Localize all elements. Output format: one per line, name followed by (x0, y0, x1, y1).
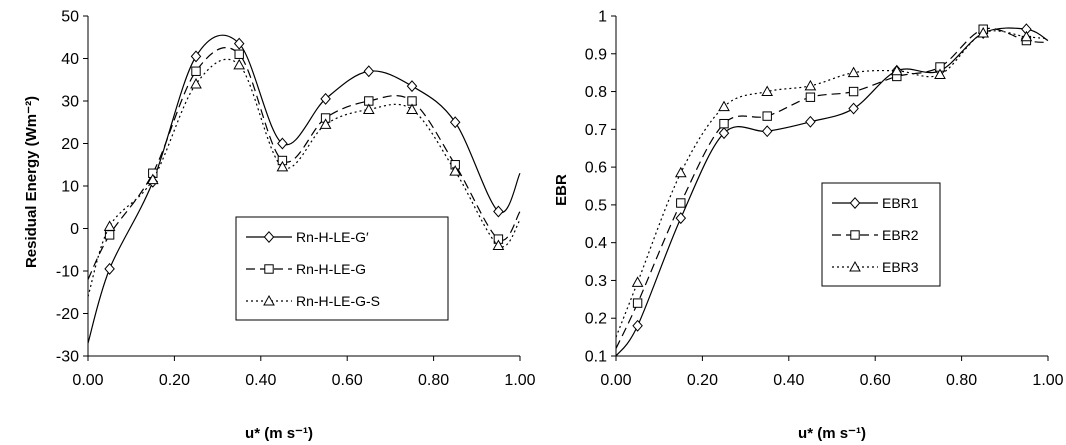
residual-energy-point-triangle (191, 79, 201, 88)
residual-energy-x-tick-label: 0.80 (418, 372, 449, 389)
residual-energy-chart: -30 -20 -10 0 10 20 30 40 50 0.00 0.20 0.40 0.60 0.8… (23, 9, 536, 443)
residual-energy-x-tick-label: 1.00 (504, 372, 535, 389)
residual-energy-legend-label: Rn-H-LE-G (296, 261, 366, 277)
ebr-point-triangle (676, 168, 686, 177)
residual-energy-point-square (192, 67, 200, 75)
residual-energy-point-diamond (364, 66, 373, 76)
ebr-point-square (677, 199, 685, 207)
ebr-y-tick-label: 0.3 (585, 273, 607, 290)
residual-energy-legend-label: Rn-H-LE-G-S (296, 293, 380, 309)
residual-energy-y-tick-label: 50 (61, 9, 79, 26)
ebr-legend-label: EBR3 (882, 259, 919, 275)
ebr-y-axis-label: EBR (553, 174, 570, 206)
residual-energy-point-square (105, 231, 113, 239)
residual-energy-y-axis-label: Residual Energy (Wm⁻²) (23, 96, 40, 268)
residual-energy-x-axis-label: u* (m s⁻¹) (245, 425, 313, 442)
residual-energy-point-triangle (407, 105, 417, 114)
residual-energy-point-square (235, 50, 243, 58)
residual-energy-y-ticks: -30 -20 -10 0 10 20 30 40 50 (56, 9, 88, 366)
residual-energy-y-tick-label: 30 (61, 94, 79, 111)
residual-energy-y-tick-label: 40 (61, 51, 79, 68)
ebr-point-triangle (805, 81, 815, 90)
residual-energy-point-triangle (234, 60, 244, 69)
residual-energy-point-diamond (105, 264, 114, 274)
residual-energy-x-tick-label: 0.40 (245, 372, 276, 389)
ebr-point-diamond (633, 321, 642, 331)
residual-energy-y-tick-label: -10 (56, 264, 79, 281)
ebr-x-tick-label: 0.80 (946, 372, 977, 389)
ebr-x-tick-label: 0.40 (773, 372, 804, 389)
ebr-legend-label: EBR2 (882, 227, 919, 243)
ebr-y-ticks: 0.1 0.2 0.3 0.4 0.5 0.6 0.7 0.8 0.9 1 (585, 9, 616, 366)
residual-energy-x-tick-label: 0.60 (332, 372, 363, 389)
residual-energy-y-tick-label: -30 (56, 349, 79, 366)
ebr-x-tick-label: 0.60 (860, 372, 891, 389)
ebr-y-tick-label: 0.6 (585, 160, 607, 177)
residual-energy-point-triangle (105, 221, 115, 230)
ebr-y-tick-label: 0.2 (585, 311, 607, 328)
residual-energy-y-tick-label: 10 (61, 179, 79, 196)
ebr-y-tick-label: 0.8 (585, 84, 607, 101)
residual-energy-x-tick-label: 0.20 (159, 372, 190, 389)
ebr-point-triangle (849, 68, 859, 77)
residual-energy-y-tick-label: -20 (56, 306, 79, 323)
residual-energy-y-tick-label: 0 (70, 221, 79, 238)
ebr-y-tick-label: 0.9 (585, 46, 607, 63)
residual-energy-point-diamond (191, 51, 200, 61)
ebr-y-tick-label: 0.4 (585, 235, 607, 252)
ebr-legend: EBR1 EBR2 EBR3 (822, 183, 940, 286)
ebr-y-tick-label: 0.1 (585, 349, 607, 366)
residual-energy-point-diamond (407, 81, 416, 91)
ebr-x-tick-label: 0.20 (687, 372, 718, 389)
ebr-y-tick-label: 0.5 (585, 197, 607, 214)
residual-energy-legend-label: Rn-H-LE-G′ (296, 229, 369, 245)
ebr-point-diamond (676, 213, 685, 223)
residual-energy-legend-marker (265, 265, 273, 273)
ebr-x-tick-label: 1.00 (1032, 372, 1063, 389)
ebr-y-tick-label: 1 (598, 9, 607, 26)
ebr-chart: 0.1 0.2 0.3 0.4 0.5 0.6 0.7 0.8 0.9 1 0.00 0.20 0.4… (553, 9, 1064, 443)
ebr-point-triangle (633, 277, 643, 286)
ebr-y-tick-label: 0.7 (585, 122, 607, 139)
ebr-x-tick-label: 0.00 (600, 372, 631, 389)
residual-energy-x-ticks: 0.00 0.20 0.40 0.60 0.80 1.00 (72, 356, 535, 389)
ebr-point-square (806, 93, 814, 101)
ebr-legend-label: EBR1 (882, 195, 919, 211)
residual-energy-point-triangle (364, 105, 374, 114)
ebr-x-axis-label: u* (m s⁻¹) (798, 425, 866, 442)
ebr-point-square (849, 87, 857, 95)
ebr-point-diamond (763, 126, 772, 136)
ebr-x-ticks: 0.00 0.20 0.40 0.60 0.80 1.00 (600, 356, 1063, 389)
ebr-point-square (763, 112, 771, 120)
ebr-legend-marker (851, 231, 859, 239)
ebr-point-diamond (806, 117, 815, 127)
ebr-point-square (720, 119, 728, 127)
residual-energy-x-tick-label: 0.00 (72, 372, 103, 389)
ebr-point-square (633, 299, 641, 307)
residual-energy-y-tick-label: 20 (61, 136, 79, 153)
ebr-point-diamond (849, 103, 858, 113)
residual-energy-legend: Rn-H-LE-G′ Rn-H-LE-G Rn-H-LE-G-S (236, 217, 448, 320)
